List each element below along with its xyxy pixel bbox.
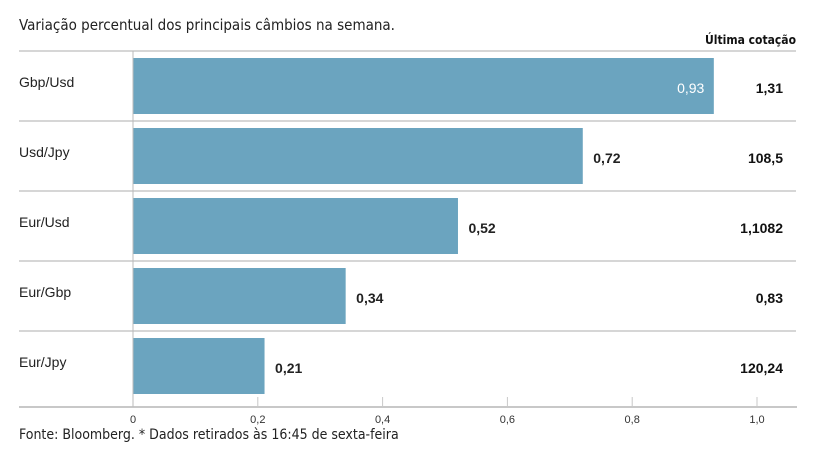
category-label: Eur/Jpy — [19, 354, 66, 370]
category-label: Eur/Usd — [19, 214, 70, 230]
value-label: 0,21 — [275, 360, 302, 376]
x-tick-label: 0,4 — [375, 414, 390, 426]
x-tick-label: 0,6 — [500, 414, 515, 426]
value-label: 0,72 — [593, 150, 620, 166]
category-label: Gbp/Usd — [19, 74, 74, 90]
chart-title: Variação percentual dos principais câmbi… — [19, 16, 395, 34]
bar-eur-gbp — [133, 268, 346, 324]
value-label: 0,52 — [468, 220, 495, 236]
x-tick-label: 1,0 — [749, 414, 764, 426]
x-tick-label: 0,8 — [625, 414, 640, 426]
category-label: Usd/Jpy — [19, 144, 70, 160]
last-quote-value: 1,1082 — [740, 220, 783, 236]
value-label: 0,93 — [677, 80, 704, 96]
last-quote-value: 120,24 — [740, 360, 783, 376]
bar-eur-usd — [133, 198, 458, 254]
bar-eur-jpy — [133, 338, 265, 394]
bar-usd-jpy — [133, 128, 583, 184]
bar-gbp-usd — [133, 58, 714, 114]
footer-source: Fonte: Bloomberg. * Dados retirados às 1… — [19, 427, 399, 443]
x-tick-label: 0,2 — [250, 414, 265, 426]
category-label: Eur/Gbp — [19, 284, 71, 300]
value-label: 0,34 — [356, 290, 383, 306]
last-quote-value: 1,31 — [756, 80, 783, 96]
last-quote-header: Última cotação — [705, 33, 796, 47]
x-tick-label: 0 — [130, 414, 136, 426]
last-quote-value: 0,83 — [756, 290, 783, 306]
last-quote-value: 108,5 — [748, 150, 783, 166]
